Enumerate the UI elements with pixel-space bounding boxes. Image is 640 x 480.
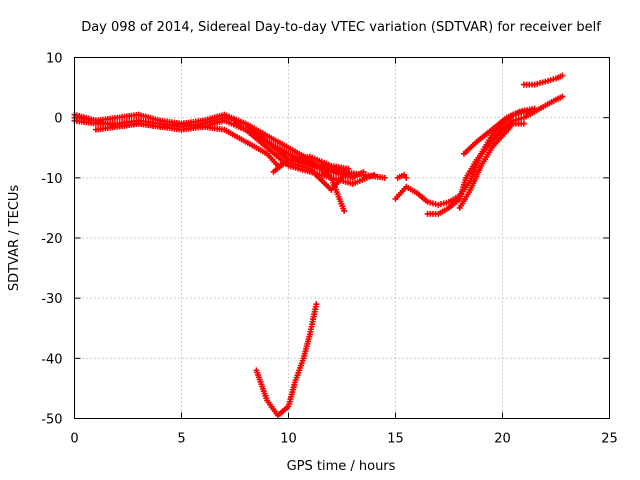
series-track-10 [456,120,527,211]
data-point [403,174,410,181]
chart-title: Day 098 of 2014, Sidereal Day-to-day VTE… [81,20,601,35]
y-axis-label: SDTVAR / TECUs [7,185,22,292]
x-tick-label: 25 [601,432,618,447]
plot-frame [74,57,610,419]
data-point [313,301,320,308]
x-tick-label: 20 [494,432,511,447]
series-track-11 [460,105,538,157]
y-tick-label: -30 [41,292,62,307]
data-point [520,120,527,127]
y-tick-label: -10 [41,172,62,187]
x-tick-label: 10 [280,432,297,447]
series-line [427,95,563,215]
y-tick-label: 0 [54,112,62,127]
series-track-4 [92,120,345,193]
data-point [559,93,566,100]
y-tick-label: -20 [41,232,62,247]
series-track-12 [520,72,566,88]
x-axis-label: GPS time / hours [287,459,396,474]
y-tick-label: -50 [41,413,62,428]
data-point [341,207,348,214]
x-tick-label: 5 [177,432,185,447]
series-track-13 [253,301,320,419]
series-track-9 [424,93,566,217]
x-tick-label: 15 [387,432,404,447]
series-track-6 [270,153,352,175]
data-point [381,174,388,181]
axis-ticks: 0 5 10 15 20 25 10 0 -10 -20 -30 -40 -50 [41,52,618,447]
grid [74,57,610,419]
y-tick-label: -40 [41,352,62,367]
series-track-7 [394,171,410,181]
data-point [401,171,408,178]
data-point [531,105,538,112]
x-tick-label: 0 [70,432,78,447]
plot-area [71,72,566,419]
data-point [559,72,566,79]
y-tick-label: 10 [46,52,63,67]
data-point [339,174,345,181]
data-point [345,165,352,172]
